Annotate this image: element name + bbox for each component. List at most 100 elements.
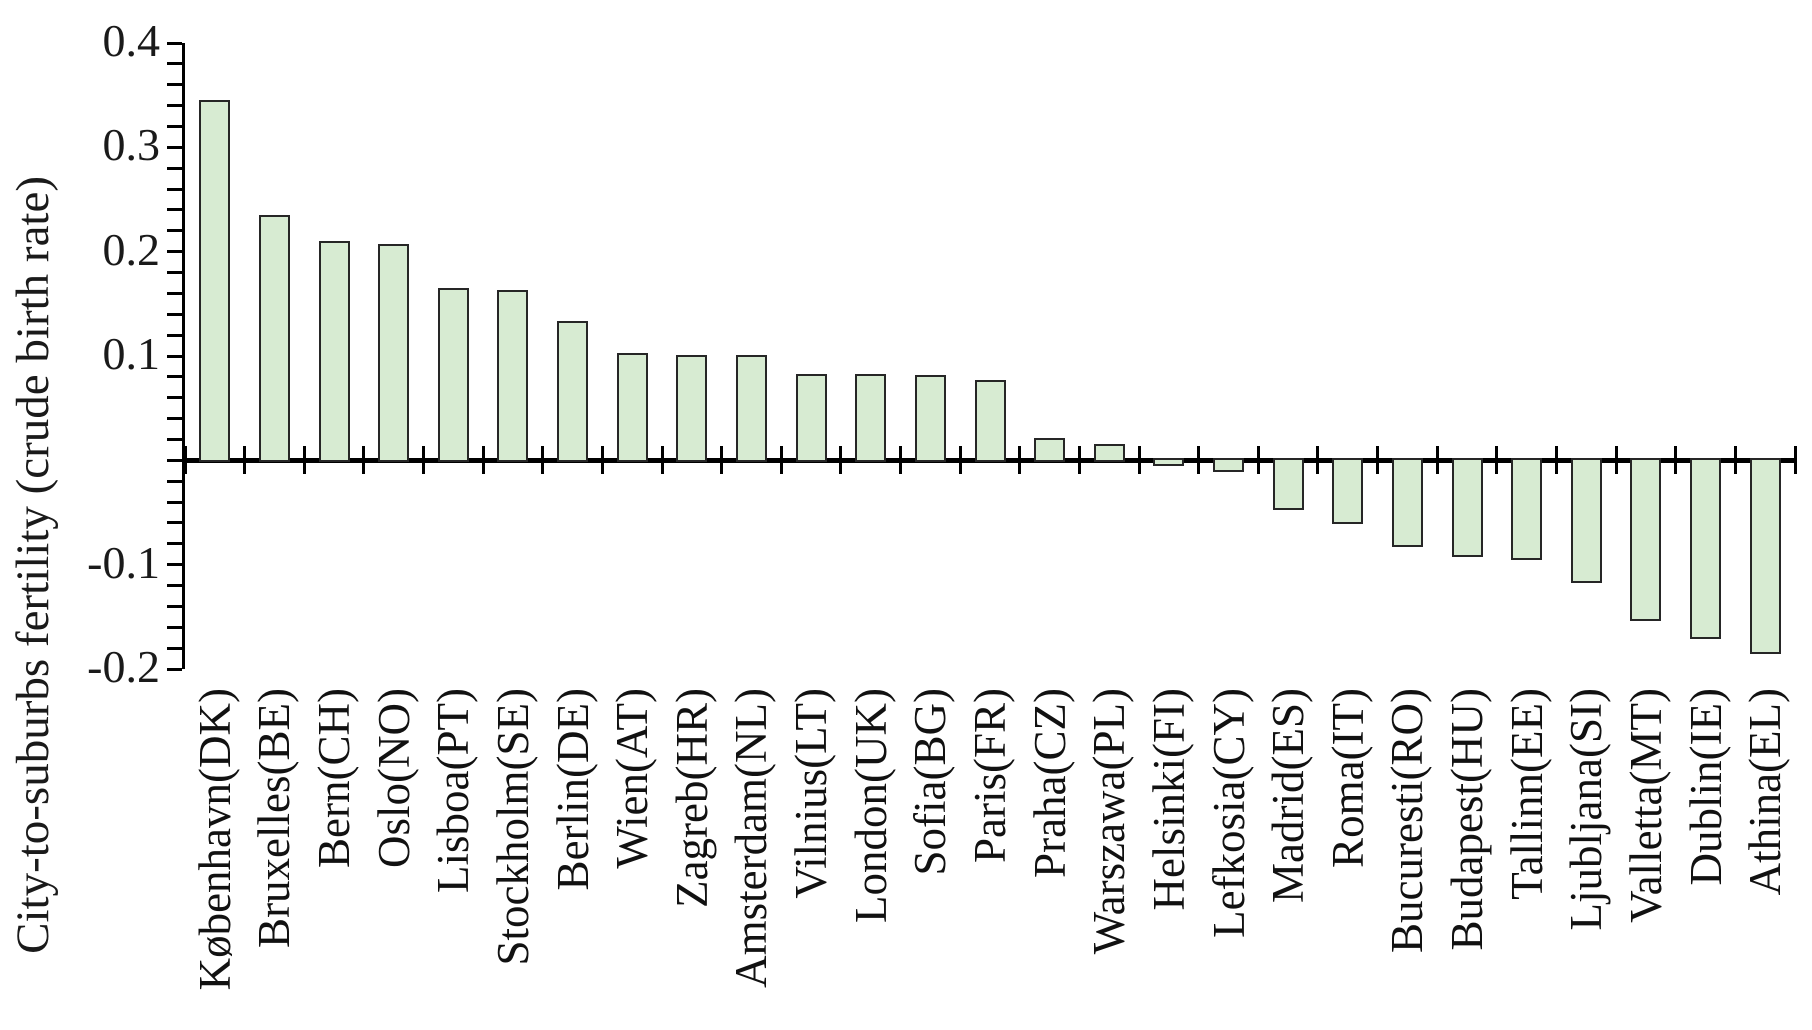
bar-Valletta(MT) — [1630, 458, 1662, 621]
y-axis-tick — [167, 104, 182, 108]
x-category-label: Ljubljana(SI) — [1561, 688, 1612, 931]
bar-Berlin(DE) — [557, 320, 589, 463]
x-category-label: Athina(EL) — [1740, 688, 1791, 896]
bar-Athina(EL) — [1749, 458, 1781, 655]
x-axis-category-tick — [422, 446, 426, 475]
x-axis-category-tick — [362, 446, 366, 475]
bar-Warszawa(PL) — [1093, 443, 1125, 463]
y-axis-tick — [167, 354, 182, 358]
y-axis-tick — [167, 145, 182, 149]
y-axis-tick — [167, 458, 182, 462]
y-axis-tick — [167, 584, 182, 588]
bar-Bruxelles(BE) — [258, 215, 290, 463]
x-category-label: Lisboa(PT) — [428, 688, 479, 893]
x-category-label: Wien(AT) — [607, 688, 658, 869]
y-axis-tick-label: 0.3 — [102, 119, 161, 171]
x-category-label: Lefkosia(CY) — [1203, 688, 1254, 938]
bar-Bucuresti(RO) — [1391, 458, 1423, 547]
x-category-label: Bern(CH) — [309, 688, 360, 868]
x-category-label: Berlin(DE) — [547, 688, 598, 891]
bar-Bern(CH) — [318, 241, 350, 463]
y-axis-tick-label: -0.2 — [87, 641, 160, 692]
bar-Lefkosia(CY) — [1213, 458, 1245, 472]
x-axis-category-tick — [720, 446, 724, 475]
y-axis-tick — [167, 646, 182, 650]
x-category-label: Stockholm(SE) — [487, 688, 538, 966]
x-axis-category-tick — [302, 446, 306, 475]
y-axis-tick — [167, 625, 182, 629]
bar-København(DK) — [199, 100, 231, 463]
y-axis-tick — [167, 124, 182, 128]
y-axis-tick — [167, 271, 182, 275]
x-category-label: Praha(CZ) — [1024, 688, 1075, 878]
x-axis-category-tick — [1137, 446, 1141, 475]
bar-Madrid(ES) — [1272, 458, 1304, 511]
x-category-label: Valletta(MT) — [1620, 688, 1671, 923]
y-axis-tick — [167, 479, 182, 483]
x-axis-category-tick — [243, 446, 247, 475]
x-axis-category-tick — [1733, 446, 1737, 475]
y-axis-tick — [167, 41, 182, 45]
x-category-label: København(DK) — [189, 688, 240, 991]
y-axis-tick — [167, 542, 182, 546]
y-axis-tick — [167, 521, 182, 525]
y-axis-tick — [167, 83, 182, 87]
y-axis-tick-label: 0.1 — [102, 328, 161, 379]
y-axis-tick — [167, 250, 182, 254]
bar-Roma(IT) — [1332, 458, 1364, 524]
x-axis-category-tick — [1554, 446, 1558, 475]
x-axis-category-tick — [1674, 446, 1678, 475]
y-axis-tick — [167, 62, 182, 66]
y-axis-tick — [167, 187, 182, 191]
x-category-label: Paris(FR) — [965, 688, 1015, 864]
bar-Wien(AT) — [616, 352, 648, 463]
x-category-label: Bucuresti(RO) — [1382, 688, 1433, 953]
bar-Ljubljana(SI) — [1570, 458, 1602, 584]
x-axis-category-tick — [1793, 446, 1797, 475]
x-axis-category-tick — [839, 446, 843, 475]
x-axis-category-tick — [1495, 446, 1499, 475]
y-axis-tick — [167, 563, 182, 567]
x-axis-category-tick — [1256, 446, 1260, 475]
y-axis-tick — [167, 500, 182, 504]
bar-Tallinn(EE) — [1511, 458, 1543, 561]
x-category-label: Helsinki(FI) — [1143, 688, 1194, 911]
x-category-label: Bruxelles(BE) — [249, 688, 300, 948]
y-axis-tick — [167, 291, 182, 295]
x-axis-category-tick — [1077, 446, 1081, 475]
bar-London(UK) — [855, 373, 887, 463]
x-axis-category-tick — [1435, 446, 1439, 475]
y-axis-tick-label: -0.1 — [87, 536, 160, 588]
bar-Amsterdam(NL) — [735, 354, 767, 463]
x-axis-category-tick — [779, 446, 783, 475]
x-axis-category-tick — [660, 446, 664, 475]
x-axis-category-tick — [183, 446, 187, 475]
y-axis-tick — [167, 396, 182, 400]
y-axis-tick — [167, 229, 182, 233]
bar-Oslo(NO) — [378, 244, 410, 463]
bar-Zagreb(HR) — [676, 354, 708, 463]
bar-Vilnius(LT) — [795, 373, 827, 463]
x-axis-category-tick — [541, 446, 545, 475]
x-axis-category-tick — [481, 446, 485, 475]
x-category-label: Madrid(ES) — [1263, 688, 1314, 903]
x-axis-category-tick — [600, 446, 604, 475]
x-category-label: Roma(IT) — [1322, 688, 1373, 868]
x-category-label: Sofia(BG) — [905, 688, 956, 876]
y-axis-tick — [167, 312, 182, 316]
x-category-label: Budapest(HU) — [1442, 688, 1493, 951]
bar-Paris(FR) — [974, 379, 1006, 463]
y-axis-tick — [167, 604, 182, 608]
x-axis-category-tick — [1614, 446, 1618, 475]
y-axis-tick-label: 0.2 — [102, 223, 161, 275]
x-axis-category-tick — [1197, 446, 1201, 475]
y-axis-line — [182, 43, 185, 669]
x-axis-category-tick — [1376, 446, 1380, 475]
y-axis-tick — [167, 208, 182, 212]
x-axis-category-tick — [899, 446, 903, 475]
bar-Lisboa(PT) — [437, 288, 469, 463]
x-category-label: Amsterdam(NL) — [726, 688, 777, 988]
x-category-label: Tallinn(EE) — [1501, 688, 1552, 900]
x-category-label: Vilnius(LT) — [786, 688, 837, 899]
bar-Sofia(BG) — [914, 374, 946, 463]
